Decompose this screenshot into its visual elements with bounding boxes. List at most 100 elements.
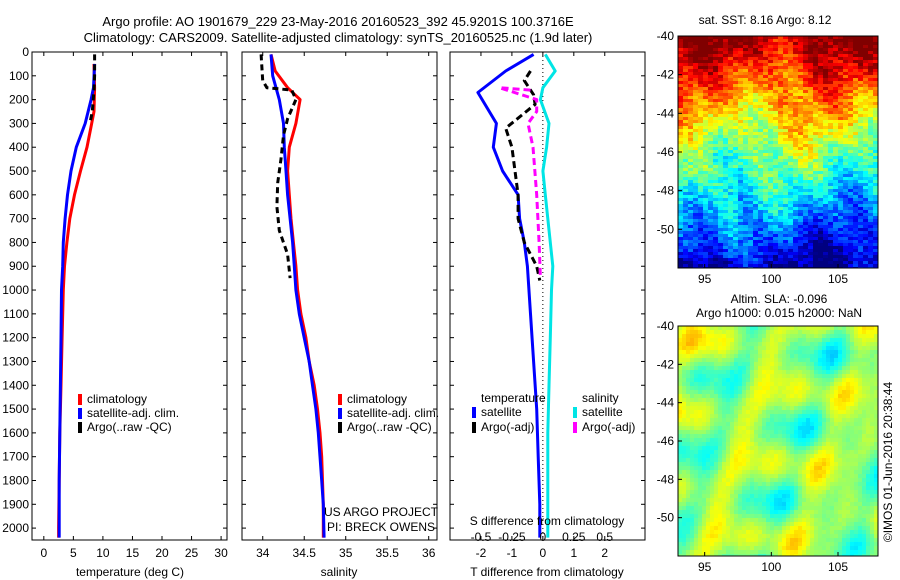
heatmap-cell: [866, 414, 871, 419]
heatmap-cell: [790, 418, 795, 423]
heatmap-cell: [786, 386, 791, 391]
heatmap-cell: [858, 330, 863, 335]
heatmap-cell: [728, 183, 734, 187]
heatmap-cell: [683, 231, 689, 235]
heatmap-cell: [818, 446, 823, 451]
heatmap-cell: [833, 183, 839, 187]
heatmap-cell: [708, 54, 714, 58]
heatmap-cell: [706, 366, 711, 371]
heatmap-cell: [822, 450, 827, 455]
heatmap-cell: [802, 338, 807, 343]
heatmap-cell: [708, 129, 714, 133]
heatmap-cell: [790, 434, 795, 439]
heatmap-cell: [748, 99, 754, 103]
heatmap-cell: [858, 66, 864, 70]
heatmap-cell: [786, 382, 791, 387]
heatmap-cell: [706, 370, 711, 375]
heatmap-cell: [863, 57, 869, 61]
heatmap-cell: [708, 42, 714, 46]
heatmap-cell: [686, 370, 691, 375]
heatmap-cell: [698, 120, 704, 124]
heatmap-cell: [794, 450, 799, 455]
heatmap-cell: [758, 54, 764, 58]
heatmap-cell: [693, 141, 699, 145]
heatmap-cell: [710, 346, 715, 351]
heatmap-cell: [873, 249, 878, 253]
heatmap-cell: [738, 240, 744, 244]
heatmap-cell: [766, 346, 771, 351]
heatmap-cell: [843, 93, 849, 97]
heatmap-cell: [703, 249, 709, 253]
heatmap-cell: [730, 414, 735, 419]
heatmap-cell: [742, 350, 747, 355]
heatmap-cell: [690, 354, 695, 359]
y-tick-label: 400: [9, 140, 29, 154]
heatmap-cell: [838, 422, 843, 427]
heatmap-cell: [773, 222, 779, 226]
heatmap-cell: [728, 237, 734, 241]
heatmap-cell: [738, 93, 744, 97]
heatmap-cell: [714, 442, 719, 447]
heatmap-cell: [758, 210, 764, 214]
heatmap-cell: [788, 264, 794, 268]
heatmap-cell: [828, 51, 834, 55]
heatmap-cell: [718, 177, 724, 181]
heatmap-cell: [758, 370, 763, 375]
heatmap-cell: [693, 177, 699, 181]
heatmap-cell: [870, 422, 875, 427]
heatmap-cell: [742, 334, 747, 339]
heatmap-cell: [873, 39, 878, 43]
heatmap-cell: [703, 138, 709, 142]
heatmap-cell: [783, 48, 789, 52]
heatmap-cell: [793, 144, 799, 148]
heatmap-cell: [848, 60, 854, 64]
heatmap-cell: [703, 99, 709, 103]
heatmap-cell: [794, 394, 799, 399]
heatmap-cell: [873, 228, 878, 232]
heatmap-cell: [826, 426, 831, 431]
heatmap-cell: [718, 418, 723, 423]
heatmap-cell: [813, 36, 819, 40]
heatmap-cell: [723, 72, 729, 76]
heatmap-cell: [762, 326, 767, 331]
heatmap-cell: [678, 75, 684, 79]
heatmap-cell: [808, 258, 814, 262]
heatmap-cell: [850, 398, 855, 403]
heatmap-cell: [863, 159, 869, 163]
heatmap-cell: [742, 346, 747, 351]
heatmap-cell: [693, 75, 699, 79]
heatmap-cell: [678, 87, 684, 91]
heatmap-cell: [763, 99, 769, 103]
heatmap-cell: [868, 201, 874, 205]
heatmap-cell: [850, 386, 855, 391]
heatmap-cell: [738, 96, 744, 100]
heatmap-cell: [862, 378, 867, 383]
heatmap-cell: [783, 39, 789, 43]
heatmap-cell: [753, 180, 759, 184]
heatmap-cell: [686, 410, 691, 415]
heatmap-cell: [722, 366, 727, 371]
heatmap-cell: [788, 231, 794, 235]
heatmap-cell: [783, 201, 789, 205]
heatmap-cell: [798, 374, 803, 379]
heatmap-cell: [874, 386, 878, 391]
heatmap-cell: [842, 414, 847, 419]
heatmap-cell: [678, 330, 683, 335]
heatmap-cell: [874, 390, 878, 395]
heatmap-cell: [823, 78, 829, 82]
heatmap-cell: [723, 90, 729, 94]
heatmap-cell: [788, 132, 794, 136]
heatmap-cell: [723, 96, 729, 100]
heatmap-cell: [733, 234, 739, 238]
heatmap-cell: [678, 108, 684, 112]
heatmap-cell: [702, 442, 707, 447]
heatmap-cell: [826, 354, 831, 359]
heatmap-cell: [693, 96, 699, 100]
heatmap-cell: [803, 162, 809, 166]
heatmap-cell: [713, 177, 719, 181]
heatmap-cell: [830, 330, 835, 335]
heatmap-cell: [793, 87, 799, 91]
heatmap-cell: [726, 330, 731, 335]
heatmap-cell: [806, 414, 811, 419]
heatmap-cell: [813, 255, 819, 259]
